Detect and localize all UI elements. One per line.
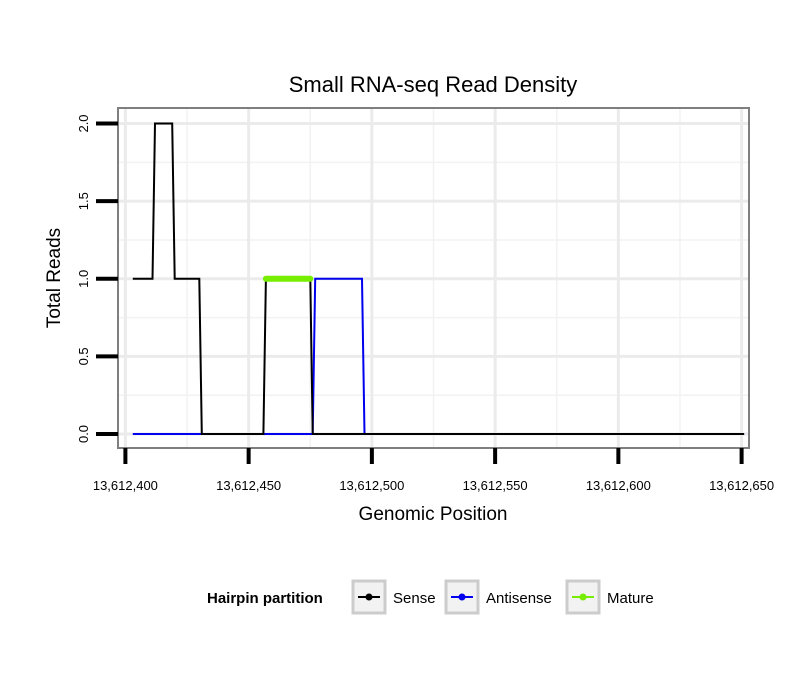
legend-title: Hairpin partition (207, 590, 323, 607)
legend-key-dot (458, 593, 466, 601)
legend-label-antisense: Antisense (486, 590, 552, 607)
legend: Hairpin partition Sense Antisense Mature (207, 579, 654, 615)
x-tick-label: 13,612,650 (709, 478, 774, 493)
legend-key-dot (365, 593, 373, 601)
x-tick-label: 13,612,600 (586, 478, 651, 493)
y-tick-label: 1.0 (76, 270, 91, 288)
x-tick-label: 13,612,450 (216, 478, 281, 493)
y-tick-label: 0.0 (76, 425, 91, 443)
x-tick-label: 13,612,500 (339, 478, 404, 493)
series-line-sense (132, 122, 745, 435)
x-axis-title: Genomic Position (359, 504, 508, 525)
y-tick-label: 1.5 (76, 192, 91, 210)
x-axis: 13,612,400 13,612,450 13,612,500 13,612,550… (93, 448, 774, 493)
y-tick-label: 0.5 (76, 347, 91, 365)
legend-label-mature: Mature (607, 590, 654, 607)
legend-key-dot (579, 593, 587, 601)
chart-title: Small RNA-seq Read Density (289, 72, 578, 97)
y-axis: 0.0 0.5 1.0 1.5 2.0 (76, 114, 118, 443)
y-tick-label: 2.0 (76, 114, 91, 132)
series-layer (132, 122, 745, 435)
x-tick-label: 13,612,400 (93, 478, 158, 493)
grid (118, 108, 749, 448)
y-axis-title: Total Reads (44, 228, 65, 328)
legend-label-sense: Sense (393, 590, 436, 607)
x-tick-label: 13,612,550 (463, 478, 528, 493)
